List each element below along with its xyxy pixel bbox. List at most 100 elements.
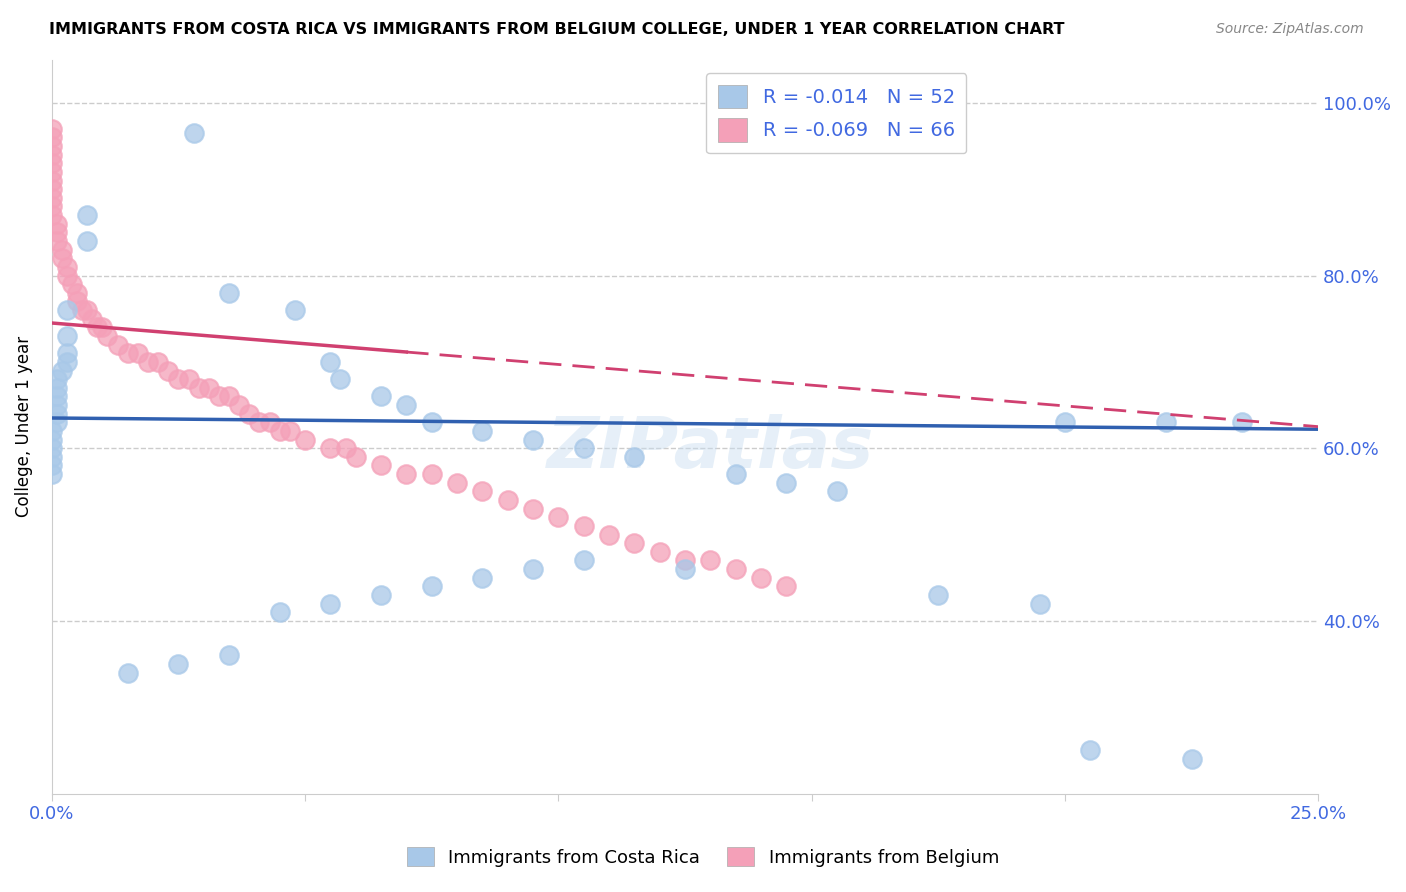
Point bbox=[41, 165, 63, 179]
Point bbox=[319, 597, 342, 611]
Point bbox=[76, 208, 98, 222]
Legend: Immigrants from Costa Rica, Immigrants from Belgium: Immigrants from Costa Rica, Immigrants f… bbox=[399, 840, 1007, 874]
Point bbox=[395, 467, 418, 482]
Point bbox=[117, 346, 139, 360]
Point bbox=[1230, 415, 1253, 429]
Point bbox=[56, 355, 79, 369]
Point bbox=[51, 363, 73, 377]
Point bbox=[496, 493, 519, 508]
Point bbox=[775, 475, 797, 490]
Point bbox=[56, 268, 79, 283]
Point bbox=[51, 251, 73, 265]
Point bbox=[45, 389, 67, 403]
Point bbox=[45, 217, 67, 231]
Point bbox=[41, 121, 63, 136]
Point bbox=[86, 320, 108, 334]
Point bbox=[420, 579, 443, 593]
Point bbox=[446, 475, 468, 490]
Point bbox=[344, 450, 367, 464]
Point bbox=[41, 450, 63, 464]
Point bbox=[319, 441, 342, 455]
Point bbox=[471, 424, 494, 438]
Point bbox=[572, 519, 595, 533]
Point bbox=[183, 126, 205, 140]
Point bbox=[41, 156, 63, 170]
Point bbox=[66, 294, 89, 309]
Point bbox=[41, 458, 63, 473]
Point bbox=[208, 389, 231, 403]
Point bbox=[41, 130, 63, 145]
Point bbox=[218, 285, 240, 300]
Point bbox=[1078, 743, 1101, 757]
Point bbox=[41, 182, 63, 196]
Point bbox=[76, 234, 98, 248]
Point bbox=[218, 389, 240, 403]
Point bbox=[146, 355, 169, 369]
Point bbox=[249, 415, 271, 429]
Point bbox=[45, 407, 67, 421]
Point bbox=[724, 467, 747, 482]
Point bbox=[41, 467, 63, 482]
Point bbox=[45, 225, 67, 239]
Point bbox=[228, 398, 250, 412]
Point bbox=[238, 407, 260, 421]
Point bbox=[522, 433, 544, 447]
Point bbox=[1028, 597, 1050, 611]
Text: ZIPatlas: ZIPatlas bbox=[547, 414, 875, 483]
Point bbox=[370, 458, 392, 473]
Point bbox=[370, 389, 392, 403]
Point bbox=[187, 381, 209, 395]
Point bbox=[269, 424, 291, 438]
Point bbox=[127, 346, 149, 360]
Point bbox=[623, 536, 645, 550]
Point bbox=[96, 329, 118, 343]
Point bbox=[70, 303, 93, 318]
Point bbox=[335, 441, 357, 455]
Point bbox=[197, 381, 219, 395]
Point bbox=[45, 398, 67, 412]
Point bbox=[1180, 752, 1202, 766]
Point bbox=[167, 372, 190, 386]
Point bbox=[41, 199, 63, 213]
Point bbox=[56, 346, 79, 360]
Point bbox=[329, 372, 352, 386]
Point bbox=[41, 173, 63, 187]
Point bbox=[107, 337, 129, 351]
Point bbox=[56, 329, 79, 343]
Point bbox=[56, 260, 79, 274]
Point bbox=[598, 527, 620, 541]
Point bbox=[157, 363, 180, 377]
Point bbox=[41, 147, 63, 161]
Point bbox=[117, 665, 139, 680]
Point bbox=[269, 605, 291, 619]
Point bbox=[278, 424, 301, 438]
Point bbox=[319, 355, 342, 369]
Point bbox=[294, 433, 316, 447]
Point bbox=[572, 553, 595, 567]
Point bbox=[82, 311, 104, 326]
Point bbox=[60, 277, 83, 292]
Point bbox=[699, 553, 721, 567]
Point bbox=[41, 424, 63, 438]
Point bbox=[177, 372, 200, 386]
Point bbox=[471, 484, 494, 499]
Point bbox=[623, 450, 645, 464]
Point bbox=[724, 562, 747, 576]
Y-axis label: College, Under 1 year: College, Under 1 year bbox=[15, 336, 32, 517]
Point bbox=[218, 648, 240, 663]
Point bbox=[41, 208, 63, 222]
Point bbox=[41, 139, 63, 153]
Point bbox=[370, 588, 392, 602]
Point bbox=[284, 303, 307, 318]
Point bbox=[56, 303, 79, 318]
Point bbox=[522, 562, 544, 576]
Point bbox=[673, 553, 696, 567]
Point bbox=[45, 415, 67, 429]
Point bbox=[522, 501, 544, 516]
Point bbox=[420, 467, 443, 482]
Point bbox=[41, 191, 63, 205]
Point bbox=[259, 415, 281, 429]
Point bbox=[76, 303, 98, 318]
Point bbox=[41, 441, 63, 455]
Point bbox=[45, 234, 67, 248]
